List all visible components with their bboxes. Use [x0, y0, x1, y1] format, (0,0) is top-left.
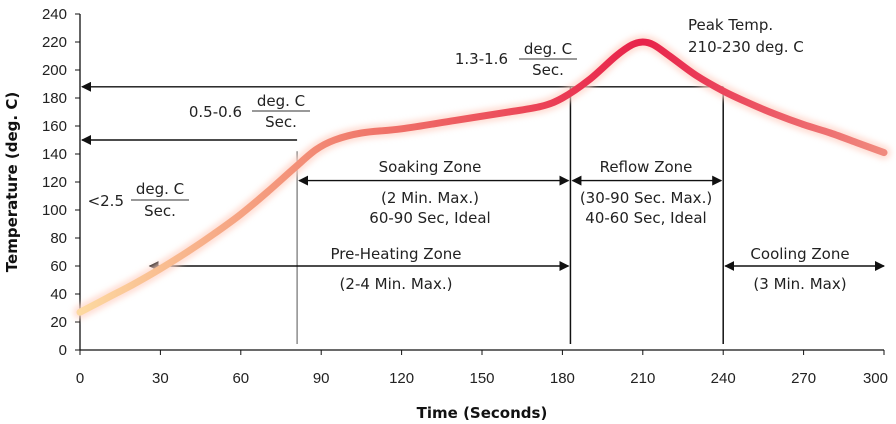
peak-temp-title: Peak Temp. [688, 16, 773, 34]
rate-low-numerator: deg. C [136, 180, 184, 198]
x-tick-label: 0 [76, 370, 84, 387]
rate-high-numerator: deg. C [524, 40, 572, 58]
rate-high-value: 1.3-1.6 [455, 50, 508, 68]
x-tick-label: 90 [313, 370, 330, 387]
y-tick-label: 80 [50, 230, 67, 247]
reflow-zone-max: (30-90 Sec. Max.) [580, 189, 712, 207]
rate-high-denominator: Sec. [532, 61, 564, 79]
soaking-zone-ideal: 60-90 Sec, Ideal [369, 209, 490, 227]
x-tick-label: 180 [550, 370, 575, 387]
y-tick-label: 60 [50, 258, 67, 275]
rate-mid-value: 0.5-0.6 [189, 103, 242, 121]
rate-mid-denominator: Sec. [265, 113, 297, 131]
x-tick-label: 270 [791, 370, 816, 387]
y-tick-label: 120 [42, 174, 67, 191]
y-tick-label: 240 [42, 6, 67, 23]
x-tick-label: 240 [711, 370, 736, 387]
cooling-zone-title: Cooling Zone [750, 245, 849, 263]
soaking-zone-max: (2 Min. Max.) [381, 189, 479, 207]
y-tick-label: 140 [42, 146, 67, 163]
x-axis-ticks: 0 30 60 90 120 150 180 210 240 270 300 [76, 350, 888, 387]
peak-temp-range: 210-230 deg. C [688, 38, 804, 56]
y-tick-label: 100 [42, 202, 67, 219]
x-tick-label: 300 [863, 370, 888, 387]
soaking-zone-title: Soaking Zone [379, 158, 482, 176]
y-tick-label: 0 [59, 342, 67, 359]
profile-curve [76, 38, 888, 316]
x-tick-label: 150 [469, 370, 494, 387]
rate-low-denominator: Sec. [144, 202, 176, 220]
reflow-zone-ideal: 40-60 Sec, Ideal [585, 209, 706, 227]
cooling-zone-max: (3 Min. Max) [753, 275, 846, 293]
x-tick-label: 210 [630, 370, 655, 387]
x-tick-label: 120 [389, 370, 414, 387]
zone-markers [81, 81, 885, 344]
preheat-zone-max: (2-4 Min. Max.) [340, 275, 453, 293]
y-axis-label: Temperature (deg. C) [3, 92, 21, 272]
profile-curve-glow [73, 35, 891, 320]
y-tick-label: 40 [50, 286, 67, 303]
rate-mid-numerator: deg. C [257, 92, 305, 110]
preheat-zone-title: Pre-Heating Zone [331, 245, 462, 263]
rate-low-value: <2.5 [88, 192, 124, 210]
reflow-zone-title: Reflow Zone [600, 158, 693, 176]
x-tick-label: 60 [232, 370, 249, 387]
y-axis-ticks: 0 20 40 60 80 100 120 140 160 180 200 220 240 [42, 6, 80, 359]
x-axis-label: Time (Seconds) [417, 404, 548, 422]
y-tick-label: 220 [42, 34, 67, 51]
y-tick-label: 160 [42, 118, 67, 135]
x-tick-label: 30 [152, 370, 169, 387]
y-tick-label: 180 [42, 90, 67, 107]
y-tick-label: 20 [50, 314, 67, 331]
y-tick-label: 200 [42, 62, 67, 79]
